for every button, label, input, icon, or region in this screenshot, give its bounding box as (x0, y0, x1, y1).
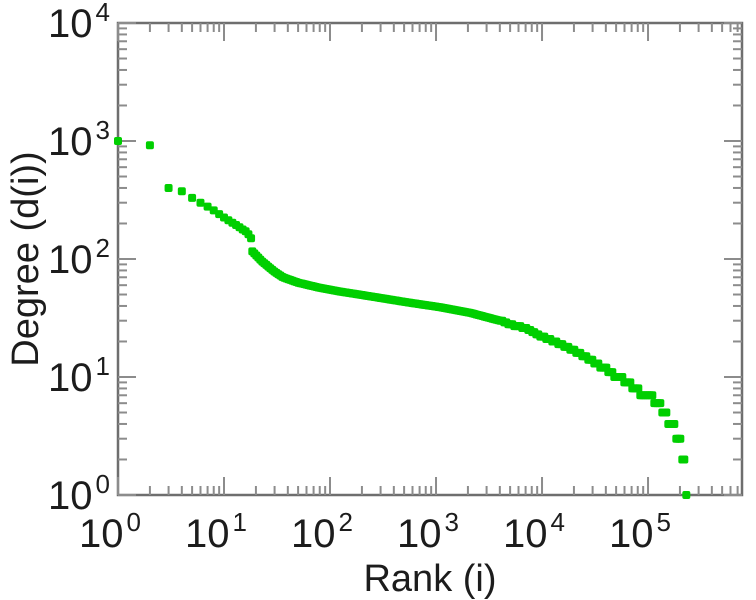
data-point (203, 202, 212, 211)
data-point (164, 183, 173, 192)
data-point (676, 434, 685, 443)
y-tick-label: 10 4 (48, 0, 110, 46)
data-point (682, 491, 691, 499)
y-tick-label: 10 1 (48, 351, 110, 400)
data-point (662, 408, 671, 417)
data-point (634, 384, 643, 393)
x-tick-label: 10 1 (185, 507, 247, 556)
x-tick-label: 10 4 (503, 507, 565, 556)
data-point (177, 187, 186, 196)
data-point (247, 234, 256, 243)
x-tick-label: 10 0 (79, 507, 141, 556)
y-axis-title: Degree (d(i)) (5, 151, 47, 366)
data-point (680, 455, 689, 464)
y-tick-label: 10 3 (48, 115, 110, 164)
data-point (670, 419, 679, 428)
data-point (648, 391, 657, 400)
y-tick-label: 10 2 (48, 233, 110, 282)
y-tick-label: 10 0 (48, 469, 110, 518)
axis-tick-labels: 10 0 10 1 10 2 10 3 10 4 10 5 10 0 10 1 10 2 10 3 10 4 (48, 0, 671, 556)
data-point (196, 198, 205, 207)
data-point (188, 193, 197, 202)
data-point (656, 399, 665, 408)
x-tick-label: 10 3 (397, 507, 459, 556)
axis-ticks (117, 22, 742, 496)
plot-frame (116, 21, 744, 497)
data-point (626, 378, 635, 387)
data-point (114, 137, 122, 145)
x-axis-title: Rank (i) (363, 558, 496, 600)
x-tick-label: 10 2 (291, 507, 353, 556)
data-point (145, 141, 154, 150)
data-points (114, 137, 691, 499)
x-tick-label: 10 5 (609, 507, 671, 556)
